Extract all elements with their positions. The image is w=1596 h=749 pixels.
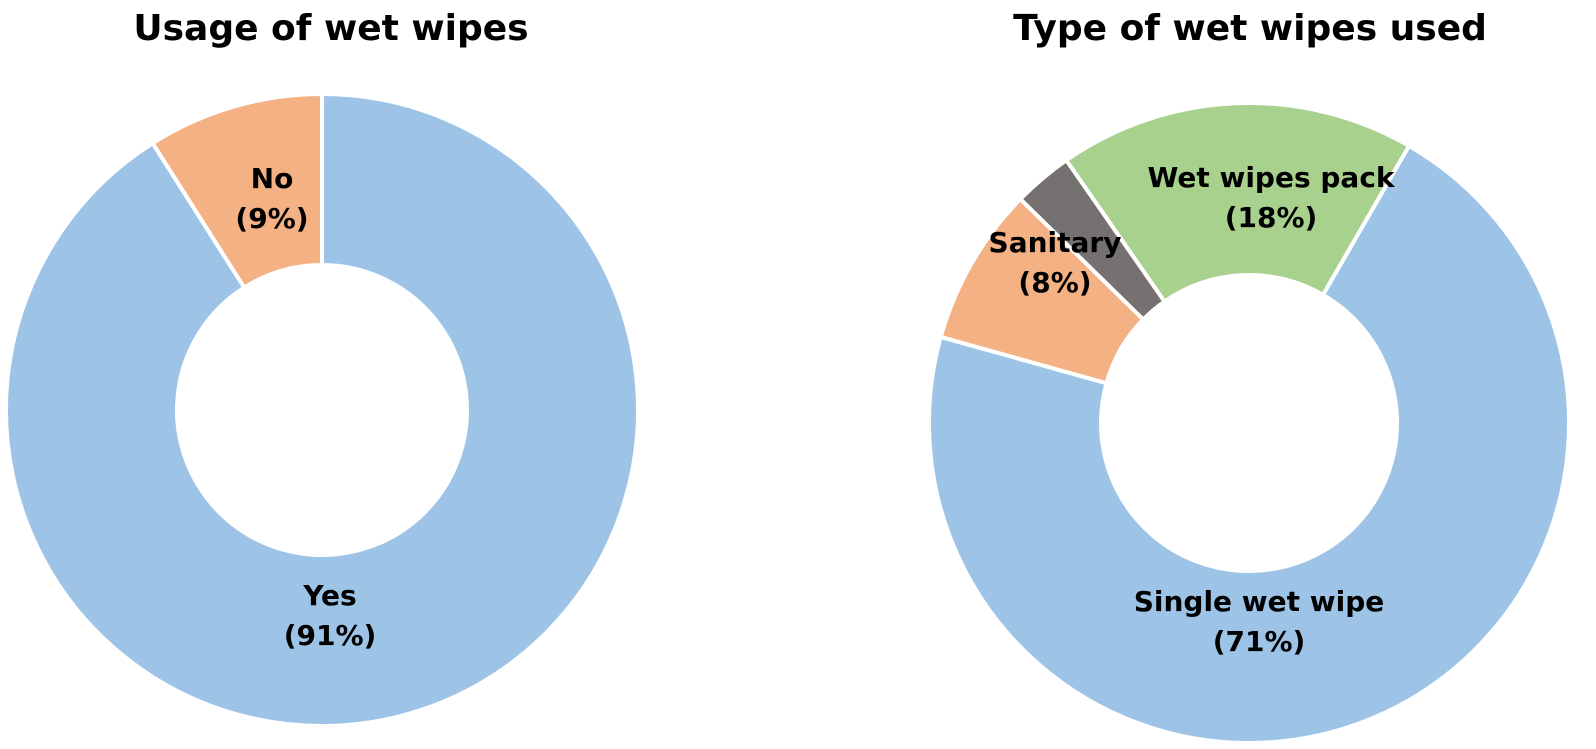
slice-yes — [4, 91, 640, 728]
slice-value-label-wet-wipes-pack: (18%) — [1225, 201, 1318, 234]
slice-label-sanitary: Sanitary — [989, 226, 1122, 259]
slice-wet-wipes-pack — [1063, 101, 1412, 305]
donut-slices-type — [927, 101, 1571, 745]
slice-label-wet-wipes-pack: Wet wipes pack — [1147, 161, 1395, 194]
slice-no — [149, 91, 324, 291]
donut-labels-type: Single wet wipe (71%) Sanitary (8%) Wet wipe… — [989, 161, 1396, 658]
donut-labels-usage: Yes (91%) No (9%) — [235, 162, 376, 652]
slice-single-wet-wipe — [927, 143, 1571, 745]
slice-value-label-yes: (91%) — [284, 619, 377, 652]
slice-value-label-sanitary: (8%) — [1018, 266, 1091, 299]
slice-label-no: No — [251, 162, 294, 195]
slice-value-label-single-wet-wipe: (71%) — [1213, 625, 1306, 658]
chart-title-usage: Usage of wet wipes — [133, 8, 528, 49]
slice-label-single-wet-wipe: Single wet wipe — [1134, 585, 1385, 618]
chart-usage-of-wet-wipes: Usage of wet wipes Yes (91%) No (9%) — [4, 8, 640, 728]
chart-type-of-wet-wipes: Type of wet wipes used Single wet wipe (7… — [927, 8, 1571, 745]
slice-label-yes: Yes — [302, 579, 356, 612]
slice-value-label-no: (9%) — [235, 202, 308, 235]
donut-slices-usage — [4, 91, 640, 728]
chart-title-type: Type of wet wipes used — [1013, 8, 1487, 49]
